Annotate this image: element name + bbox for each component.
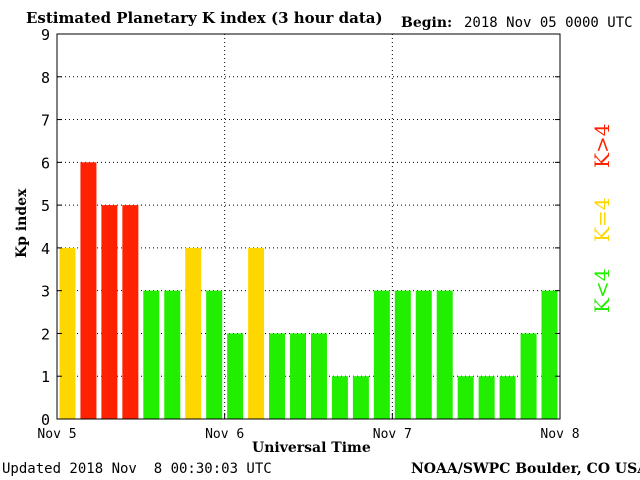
kp-bar (227, 333, 244, 419)
kp-bar (290, 333, 307, 419)
kp-bar (520, 333, 537, 419)
kp-bar (499, 376, 516, 419)
updated-timestamp: Updated 2018 Nov 8 00:30:03 UTC (2, 461, 272, 477)
plot-frame (56, 33, 561, 420)
kp-bar (122, 205, 139, 419)
kp-bar (310, 333, 327, 419)
y-tick-label: 3 (41, 283, 50, 301)
begin-value: 2018 Nov 05 0000 UTC (464, 15, 633, 31)
x-tick-label: Nov 6 (205, 427, 244, 442)
bars (59, 162, 558, 420)
y-ticks: 0 1 2 3 4 5 6 7 8 9 (41, 26, 560, 429)
x-tick-label: Nov 8 (540, 427, 579, 442)
y-tick-label: 2 (41, 325, 50, 343)
kp-bar (80, 162, 97, 420)
kp-bar (352, 376, 369, 419)
legend-k-less-4: K<4 (590, 268, 614, 313)
y-tick-label: 1 (41, 368, 50, 386)
kp-bar (541, 290, 558, 419)
kp-bar (164, 290, 181, 419)
x-axis-label: Universal Time (252, 440, 371, 456)
x-tick-label: Nov 5 (37, 427, 76, 442)
kp-bar (478, 376, 495, 419)
y-tick-label: 7 (41, 112, 50, 130)
legend-k-equal-4: K=4 (590, 197, 614, 242)
kp-bar (269, 333, 286, 419)
y-tick-label: 4 (41, 240, 50, 258)
y-tick-label: 5 (41, 197, 50, 215)
kp-bar (185, 247, 202, 419)
kp-bar (143, 290, 160, 419)
x-tick-label: Nov 7 (373, 427, 412, 442)
grid-lines (57, 34, 560, 419)
kp-bar (415, 290, 432, 419)
y-axis-label: Kp index (14, 188, 30, 258)
kp-bar (394, 290, 411, 419)
begin-label: Begin: (401, 15, 452, 31)
kp-bar (331, 376, 348, 419)
chart-title: Estimated Planetary K index (3 hour data… (26, 9, 383, 27)
kp-bar (373, 290, 390, 419)
y-tick-label: 8 (41, 69, 50, 87)
kp-bar (101, 205, 118, 419)
kp-bar (248, 247, 265, 419)
y-tick-label: 0 (41, 411, 50, 429)
kp-bar (436, 290, 453, 419)
kp-bar (59, 247, 76, 419)
y-tick-label: 6 (41, 154, 50, 172)
kp-bar (457, 376, 474, 419)
credit-line: NOAA/SWPC Boulder, CO USA (411, 461, 640, 477)
kp-bar (206, 290, 223, 419)
y-tick-label: 9 (41, 26, 50, 44)
begin-label-text: Begin: (401, 15, 453, 31)
x-ticks: Nov 5 Nov 6 Nov 7 Nov 8 (37, 413, 580, 442)
legend-k-greater-4: K>4 (590, 123, 614, 168)
